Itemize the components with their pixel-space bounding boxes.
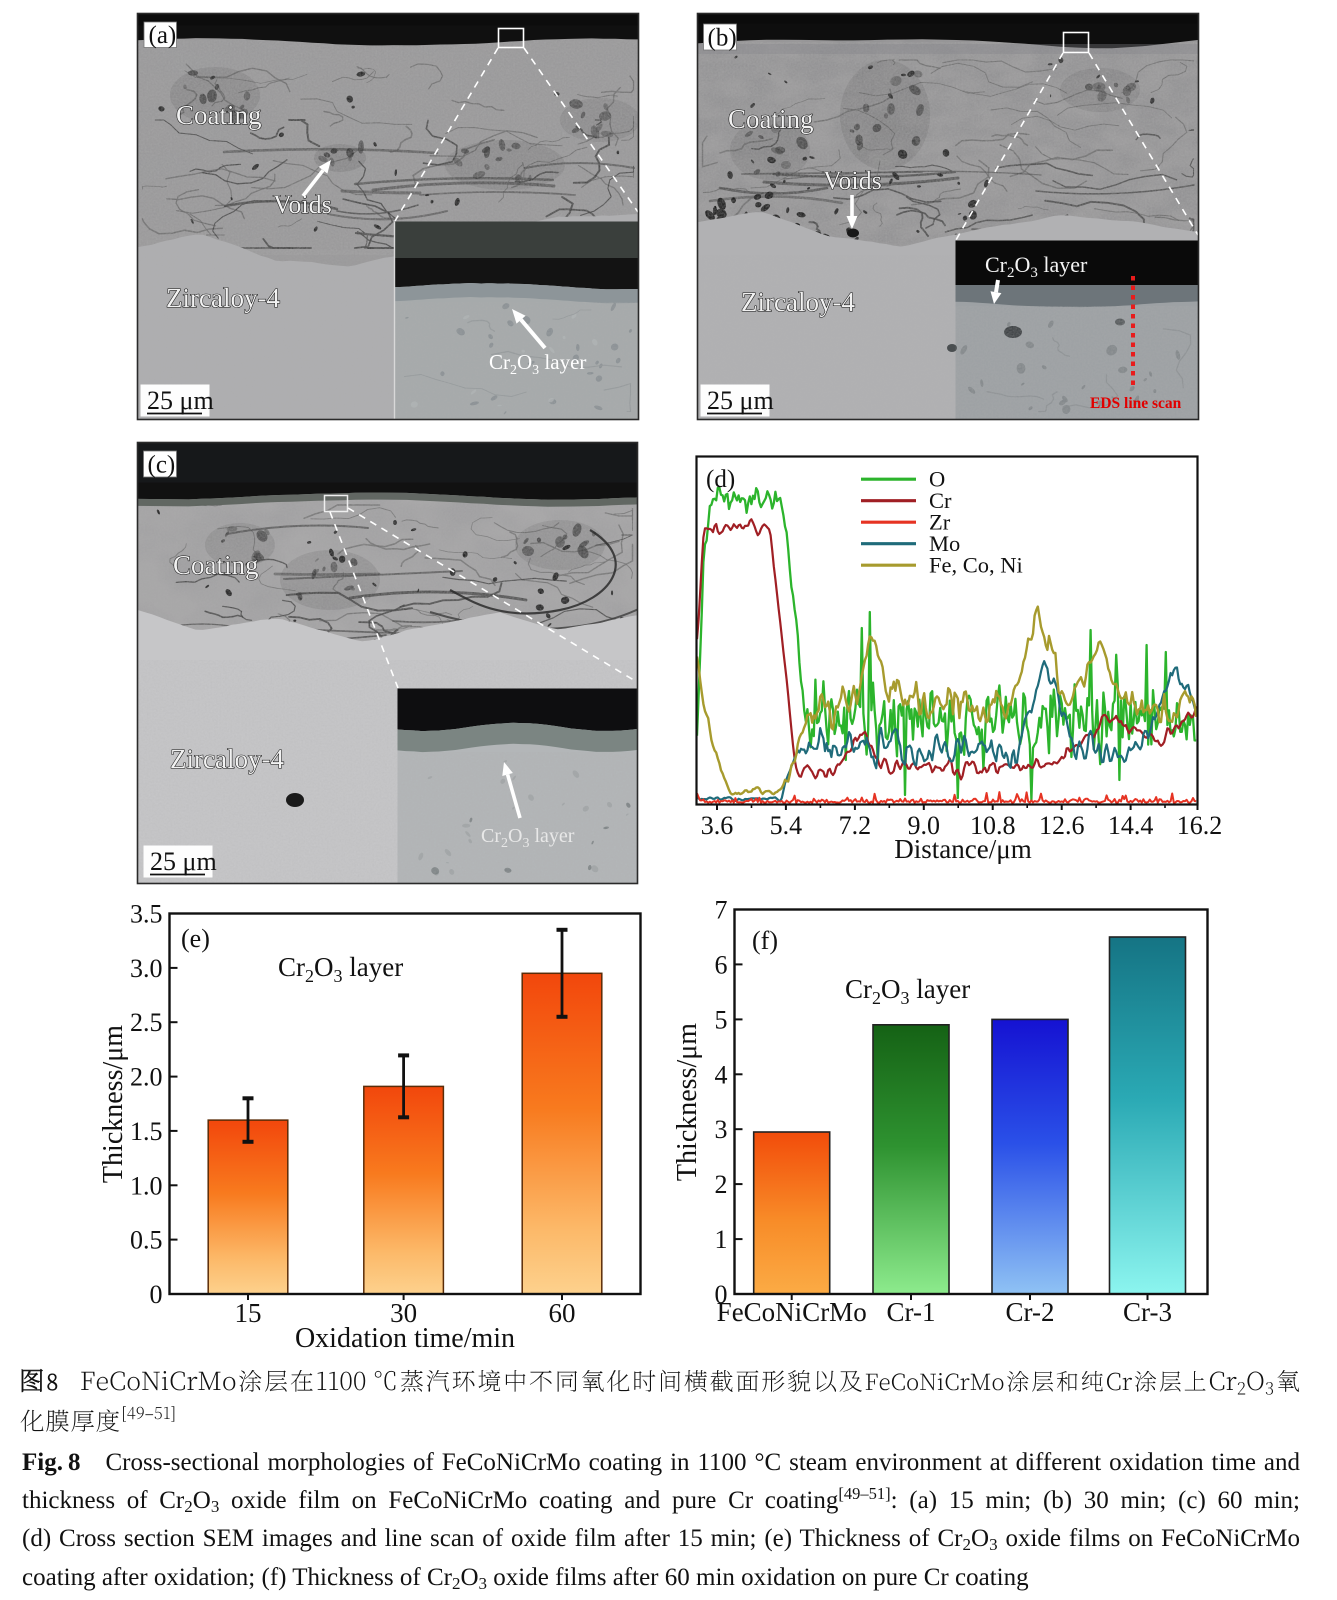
svg-text:Zircaloy-4: Zircaloy-4	[170, 744, 284, 774]
svg-text:30: 30	[390, 1298, 417, 1328]
svg-text:15: 15	[235, 1298, 262, 1328]
svg-text:(d): (d)	[706, 466, 735, 493]
svg-text:3: 3	[715, 1115, 728, 1144]
svg-text:12.6: 12.6	[1039, 811, 1085, 840]
svg-text:60: 60	[549, 1298, 576, 1328]
svg-text:Oxidation time/min: Oxidation time/min	[295, 1323, 515, 1354]
svg-text:1: 1	[715, 1225, 728, 1254]
svg-text:Zr: Zr	[929, 510, 951, 535]
svg-text:Thickness/μm: Thickness/μm	[672, 1023, 703, 1181]
svg-text:Cr: Cr	[929, 488, 952, 513]
svg-text:Cr-3: Cr-3	[1123, 1297, 1172, 1327]
svg-text:14.4: 14.4	[1108, 811, 1154, 840]
svg-text:EDS line scan: EDS line scan	[1090, 395, 1182, 412]
svg-text:0: 0	[150, 1280, 163, 1309]
svg-text:25 μm: 25 μm	[150, 847, 217, 876]
svg-text:(a): (a)	[149, 22, 177, 49]
svg-text:Mo: Mo	[929, 531, 960, 556]
svg-text:2: 2	[715, 1170, 728, 1199]
svg-text:Coating: Coating	[176, 100, 262, 130]
svg-text:3.5: 3.5	[130, 900, 163, 929]
svg-text:Zircaloy-4: Zircaloy-4	[166, 283, 280, 313]
svg-text:3.6: 3.6	[701, 811, 734, 840]
svg-text:O: O	[929, 467, 945, 492]
svg-text:1.0: 1.0	[130, 1171, 163, 1200]
svg-text:25 μm: 25 μm	[707, 386, 774, 415]
svg-text:5.4: 5.4	[770, 811, 803, 840]
svg-text:(e): (e)	[181, 924, 210, 953]
svg-text:5: 5	[715, 1005, 728, 1034]
svg-text:Distance/μm: Distance/μm	[894, 834, 1031, 864]
svg-text:0: 0	[715, 1280, 728, 1309]
svg-text:(f): (f)	[752, 926, 778, 955]
svg-text:Coating: Coating	[728, 104, 814, 134]
svg-text:9.0: 9.0	[908, 811, 941, 840]
svg-text:Zircaloy-4: Zircaloy-4	[741, 287, 855, 317]
svg-text:Voids: Voids	[823, 166, 882, 195]
svg-text:Cr2O3 layer: Cr2O3 layer	[278, 952, 403, 986]
svg-text:Cr-1: Cr-1	[887, 1297, 936, 1327]
svg-text:Cr2O3 layer: Cr2O3 layer	[845, 974, 970, 1008]
svg-text:Fe, Co, Ni: Fe, Co, Ni	[929, 553, 1023, 578]
svg-text:Cr-2: Cr-2	[1006, 1297, 1055, 1327]
svg-text:6: 6	[715, 950, 728, 979]
svg-text:FeCoNiCrMo: FeCoNiCrMo	[717, 1297, 867, 1327]
svg-text:Thickness/μm: Thickness/μm	[98, 1025, 129, 1183]
svg-text:7: 7	[715, 896, 728, 925]
svg-text:0.5: 0.5	[130, 1226, 163, 1255]
svg-text:Coating: Coating	[173, 550, 259, 580]
svg-text:(b): (b)	[708, 25, 737, 52]
svg-text:7.2: 7.2	[839, 811, 872, 840]
svg-text:(c): (c)	[148, 452, 176, 479]
svg-text:2.0: 2.0	[130, 1063, 163, 1092]
svg-text:10.8: 10.8	[970, 811, 1016, 840]
svg-text:3.0: 3.0	[130, 954, 163, 983]
svg-text:Cr2O3 layer: Cr2O3 layer	[489, 350, 586, 378]
svg-text:2.5: 2.5	[130, 1008, 163, 1037]
svg-text:1.5: 1.5	[130, 1117, 163, 1146]
svg-text:4: 4	[715, 1060, 728, 1089]
svg-text:16.2: 16.2	[1177, 811, 1223, 840]
svg-text:25 μm: 25 μm	[147, 386, 214, 415]
